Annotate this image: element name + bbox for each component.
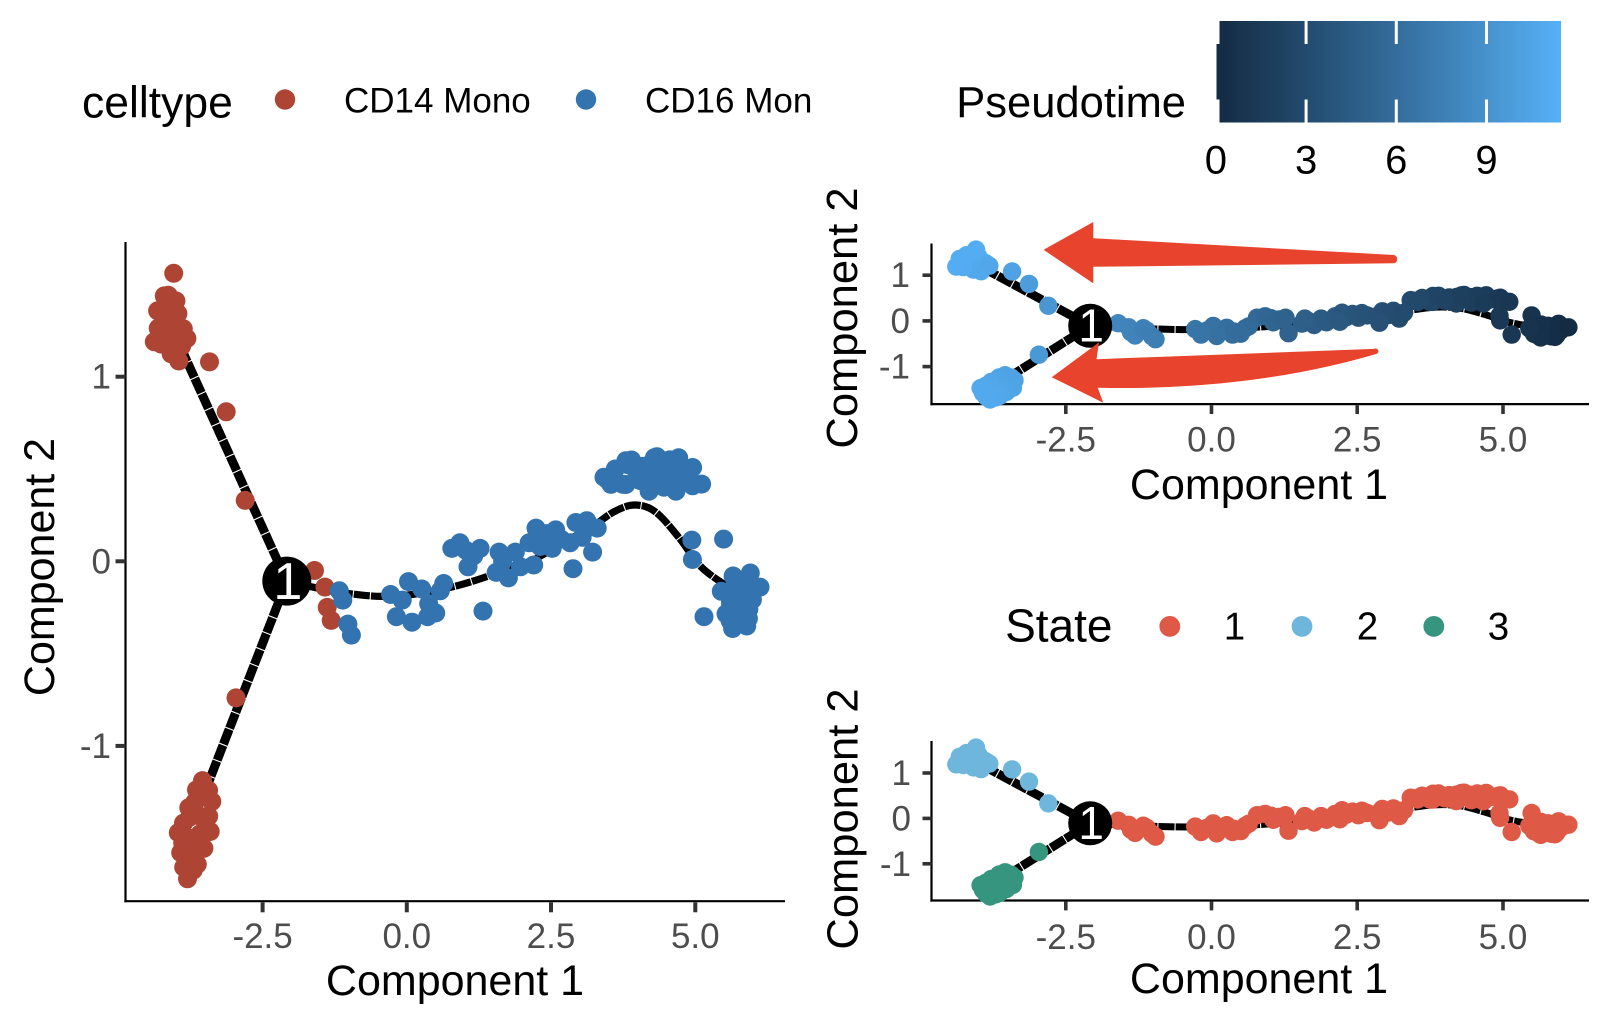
svg-text:Component 1: Component 1 (1130, 461, 1388, 509)
svg-text:2.5: 2.5 (1333, 918, 1382, 957)
svg-text:0: 0 (92, 542, 111, 581)
svg-text:-2.5: -2.5 (1036, 918, 1096, 957)
svg-text:0.0: 0.0 (382, 917, 431, 956)
svg-text:1: 1 (891, 256, 910, 295)
svg-text:Component 2: Component 2 (819, 187, 867, 448)
svg-text:Component 1: Component 1 (326, 957, 584, 1005)
svg-text:0.0: 0.0 (1187, 421, 1236, 460)
svg-text:1: 1 (1078, 797, 1104, 849)
svg-text:-1: -1 (879, 348, 910, 387)
svg-text:CD14 Mono: CD14 Mono (344, 82, 531, 121)
svg-text:1: 1 (1224, 606, 1245, 649)
svg-text:0: 0 (1205, 139, 1227, 183)
svg-text:9: 9 (1475, 139, 1497, 183)
svg-text:5.0: 5.0 (1479, 918, 1528, 957)
svg-text:-1: -1 (80, 727, 111, 766)
svg-text:2.5: 2.5 (527, 917, 576, 956)
svg-text:3: 3 (1488, 606, 1509, 649)
svg-text:-1: -1 (880, 845, 911, 884)
svg-text:1: 1 (92, 358, 111, 397)
svg-text:celltype: celltype (82, 79, 233, 128)
svg-text:5.0: 5.0 (1479, 421, 1528, 460)
svg-text:1: 1 (273, 553, 302, 611)
svg-text:-2.5: -2.5 (1036, 421, 1096, 460)
svg-text:Component 2: Component 2 (820, 688, 868, 949)
svg-text:2.5: 2.5 (1333, 421, 1382, 460)
svg-text:Component 1: Component 1 (1130, 955, 1388, 1003)
svg-text:0.0: 0.0 (1187, 918, 1236, 957)
svg-text:6: 6 (1385, 139, 1407, 183)
svg-text:2: 2 (1357, 606, 1378, 649)
svg-text:Pseudotime: Pseudotime (956, 79, 1186, 127)
svg-text:0: 0 (892, 799, 911, 838)
svg-text:0: 0 (891, 302, 910, 341)
svg-text:1: 1 (892, 754, 911, 793)
svg-text:State: State (1005, 600, 1112, 652)
svg-text:-2.5: -2.5 (232, 917, 292, 956)
svg-text:5.0: 5.0 (671, 917, 720, 956)
svg-text:3: 3 (1295, 139, 1317, 183)
svg-text:1: 1 (1078, 300, 1104, 352)
svg-text:Component 2: Component 2 (16, 438, 64, 696)
svg-text:CD16 Mono: CD16 Mono (645, 82, 832, 121)
